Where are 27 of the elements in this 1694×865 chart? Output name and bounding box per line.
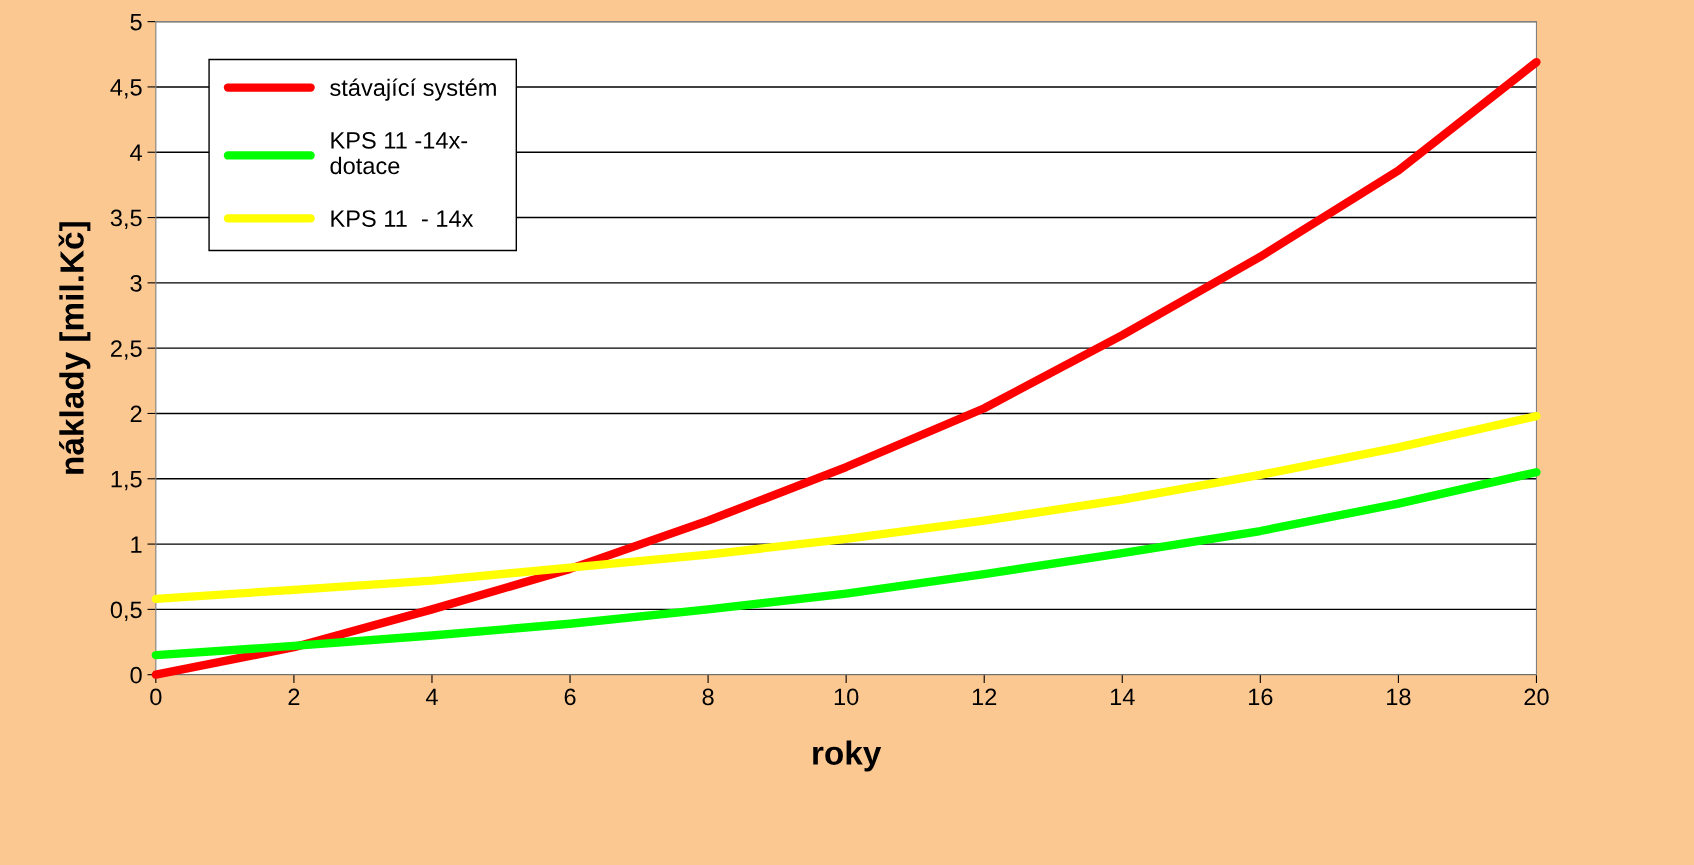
y-tick-label: 3 xyxy=(130,274,142,292)
y-tick-label: 0 xyxy=(130,666,142,684)
y-tick-label: 1,5 xyxy=(111,471,142,491)
x-tick-label: 20 xyxy=(1524,688,1549,706)
x-tick-label: 10 xyxy=(834,688,859,706)
x-tick-label: 2 xyxy=(288,688,300,706)
y-tick-label: 3,5 xyxy=(110,209,142,230)
y-tick-label: 4,5 xyxy=(110,79,142,99)
x-tick-label: 6 xyxy=(564,688,576,706)
y-tick-label: 0,5 xyxy=(110,601,142,621)
legend-label: KPS 11 - 14x xyxy=(331,210,474,227)
legend-label: stávající systém xyxy=(330,78,496,101)
x-tick-label: 8 xyxy=(702,688,714,706)
x-tick-label: 4 xyxy=(425,688,438,706)
x-tick-label: 18 xyxy=(1387,688,1411,706)
x-tick-label: 14 xyxy=(1110,688,1135,706)
y-tick-label: 2,5 xyxy=(111,340,142,360)
y-tick-label: 4 xyxy=(130,144,142,161)
y-tick-label: 5 xyxy=(130,13,142,31)
y-tick-label: 1 xyxy=(131,536,142,553)
x-tick-label: 16 xyxy=(1249,688,1273,706)
y-axis-title: náklady [mil.Kč] xyxy=(58,222,91,474)
y-tick-label: 2 xyxy=(130,405,142,423)
x-tick-label: 0 xyxy=(150,688,162,706)
legend-label: KPS 11 -14x- dotace xyxy=(330,132,468,175)
x-tick-label: 12 xyxy=(972,688,997,706)
x-axis-title: roky xyxy=(813,740,882,772)
